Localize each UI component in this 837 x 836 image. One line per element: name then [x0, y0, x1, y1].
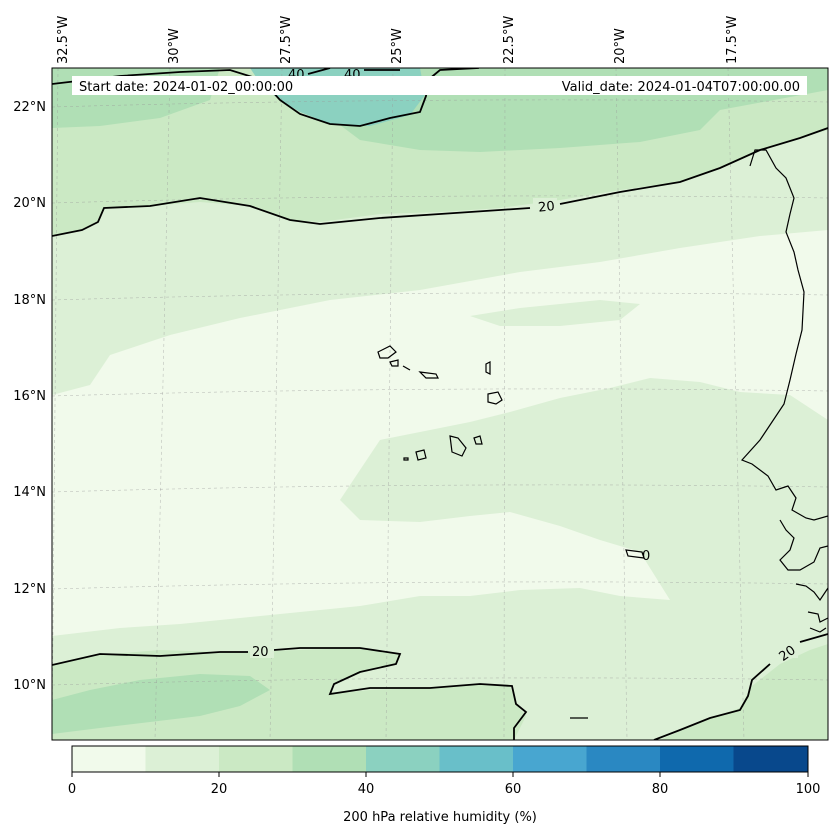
colorbar-tick-label: 0	[68, 782, 76, 797]
colorbar-tick-label: 100	[796, 782, 821, 797]
colorbar-title: 200 hPa relative humidity (%)	[343, 810, 537, 825]
colorbar-segment	[219, 746, 293, 772]
colorbar-tick-label: 60	[505, 782, 522, 797]
colorbar-tick-label: 80	[652, 782, 669, 797]
contour-label: 20	[252, 645, 269, 660]
latitude-labels: 22°N 20°N 18°N 16°N 14°N 12°N 10°N	[13, 100, 46, 693]
valid-date-label: Valid_date: 2024-01-04T07:00:00.00	[562, 80, 800, 95]
lon-label: 22.5°W	[502, 16, 517, 64]
longitude-labels: 32.5°W 30°W 27.5°W 25°W 22.5°W 20°W 17.5…	[56, 16, 740, 64]
colorbar-tick-label: 20	[211, 782, 228, 797]
lon-label: 32.5°W	[56, 16, 71, 64]
colorbar-tick-label: 40	[358, 782, 375, 797]
lat-label: 10°N	[13, 678, 46, 693]
lat-label: 20°N	[13, 196, 46, 211]
lon-label: 27.5°W	[279, 16, 294, 64]
colorbar-segment	[72, 746, 146, 772]
colorbar-segment	[513, 746, 587, 772]
colorbar-segment	[366, 746, 440, 772]
lat-label: 16°N	[13, 389, 46, 404]
colorbar-segment	[734, 746, 809, 772]
lon-label: 25°W	[390, 28, 405, 64]
contour-label: 20	[538, 199, 556, 216]
lat-label: 12°N	[13, 582, 46, 597]
colorbar-segment	[293, 746, 367, 772]
colorbar-segment	[660, 746, 734, 772]
start-date-label: Start date: 2024-01-02_00:00:00	[79, 80, 293, 95]
colorbar: 0 20 40 60 80 100 200 hPa relative humid…	[68, 746, 821, 825]
lat-label: 14°N	[13, 485, 46, 500]
lon-label: 30°W	[167, 28, 182, 64]
lat-label: 18°N	[13, 293, 46, 308]
map-area: 20 20 20 40 40 0	[52, 62, 828, 740]
lat-label: 22°N	[13, 100, 46, 115]
colorbar-ticks	[72, 772, 808, 777]
contour-label: 0	[642, 549, 650, 564]
colorbar-segment	[587, 746, 661, 772]
lon-label: 20°W	[613, 28, 628, 64]
colorbar-segment	[146, 746, 220, 772]
lon-label: 17.5°W	[725, 16, 740, 64]
colorbar-segment	[440, 746, 514, 772]
